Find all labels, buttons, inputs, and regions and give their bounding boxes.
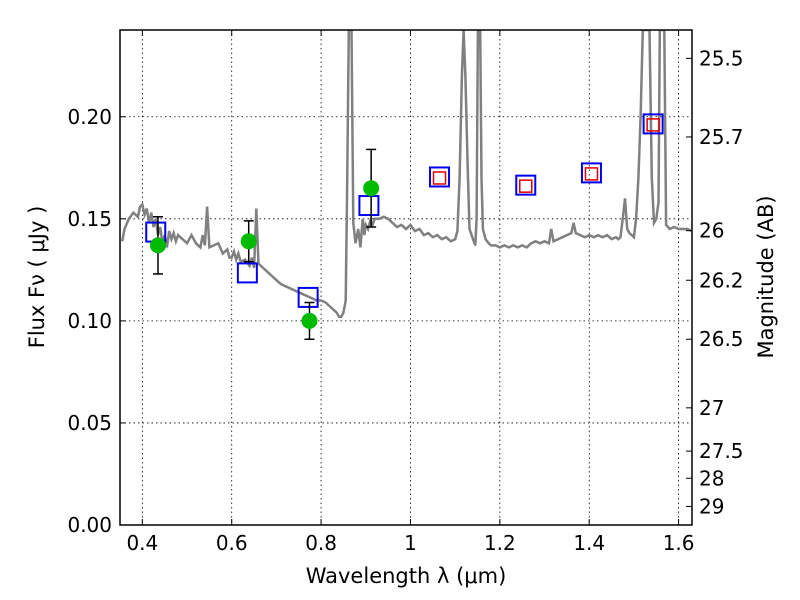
y-axis-ticks: 0.00 0.05 0.10 0.15 0.20 bbox=[67, 105, 126, 537]
y-tick-label: 0.10 bbox=[67, 309, 112, 333]
predicted-flux-box bbox=[519, 179, 533, 193]
model-flux-box bbox=[297, 286, 319, 308]
model-flux-box bbox=[358, 195, 380, 217]
model-flux-box bbox=[236, 262, 258, 284]
magnitude-tick-label: 27.5 bbox=[699, 439, 744, 463]
magnitude-tick-label: 29 bbox=[699, 494, 724, 518]
model-flux-box bbox=[429, 166, 451, 188]
spectrum-layer bbox=[120, 30, 692, 319]
magnitude-axis-label: Magnitude (AB) bbox=[754, 195, 778, 358]
observed-flux-point bbox=[240, 233, 257, 250]
y-tick-label: 0.15 bbox=[67, 207, 112, 231]
plot-frame bbox=[119, 29, 693, 526]
magnitude-tick-label: 26.5 bbox=[699, 327, 744, 351]
x-axis-ticks: 0.4 0.6 0.8 1 1.2 1.4 1.6 bbox=[126, 30, 695, 555]
y-axis-label: Flux Fν ( μJy ) bbox=[25, 206, 49, 349]
predicted-flux-box bbox=[646, 118, 660, 132]
x-tick-label: 0.8 bbox=[305, 531, 337, 555]
magnitude-tick-label: 28 bbox=[699, 466, 724, 490]
model-flux-box bbox=[642, 113, 664, 135]
y-tick-label: 0.00 bbox=[67, 513, 112, 537]
magnitude-tick-label: 27 bbox=[699, 396, 724, 420]
x-tick-label: 1.6 bbox=[663, 531, 695, 555]
magnitude-tick-label: 26.2 bbox=[699, 268, 744, 292]
observed-flux-point bbox=[149, 237, 166, 254]
x-tick-label: 0.6 bbox=[216, 531, 248, 555]
magnitude-tick-label: 25.5 bbox=[699, 46, 744, 70]
magnitude-tick-label: 26 bbox=[699, 219, 724, 243]
grid-lines bbox=[120, 30, 692, 526]
y-tick-label: 0.20 bbox=[67, 105, 112, 129]
observed-flux-point bbox=[301, 312, 318, 329]
model-spectrum-line bbox=[120, 30, 692, 319]
magnitude-axis-ticks: 25.5 25.7 26 26.2 26.5 27 27.5 28 29 bbox=[686, 46, 744, 518]
observed-flux-point bbox=[363, 180, 380, 197]
markers-layer bbox=[145, 113, 664, 340]
model-flux-box bbox=[515, 174, 537, 196]
x-tick-label: 0.4 bbox=[126, 531, 158, 555]
x-tick-label: 1.4 bbox=[573, 531, 605, 555]
magnitude-tick-label: 25.7 bbox=[699, 125, 744, 149]
predicted-flux-box bbox=[432, 171, 447, 185]
x-tick-label: 1 bbox=[404, 531, 417, 555]
model-flux-box bbox=[580, 162, 602, 184]
x-axis-label: Wavelength λ (μm) bbox=[306, 564, 507, 588]
y-tick-label: 0.05 bbox=[67, 411, 112, 435]
x-tick-label: 1.2 bbox=[484, 531, 516, 555]
predicted-flux-box bbox=[584, 167, 599, 181]
